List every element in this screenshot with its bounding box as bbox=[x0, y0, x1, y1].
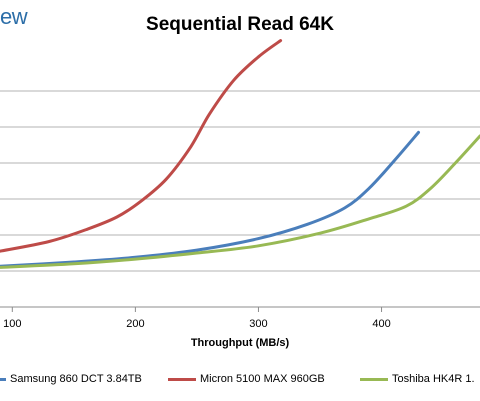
series-line-samsung bbox=[0, 130, 420, 268]
chart-legend: Samsung 860 DCT 3.84TB Micron 5100 MAX 9… bbox=[0, 373, 480, 389]
x-tick-label-100: 100 bbox=[3, 318, 21, 330]
x-tick-label-200: 200 bbox=[126, 318, 144, 330]
gridlines bbox=[0, 90, 480, 272]
legend-label-toshiba: Toshiba HK4R 1. bbox=[392, 373, 475, 385]
chart-title: Sequential Read 64K bbox=[146, 14, 334, 35]
legend-swatch-micron bbox=[168, 377, 196, 381]
x-axis-label: Throughput (MB/s) bbox=[190, 337, 290, 349]
series-lines bbox=[0, 39, 480, 269]
brand-logo-text: ew bbox=[0, 4, 28, 29]
legend-label-micron: Micron 5100 MAX 960GB bbox=[200, 373, 325, 385]
legend-label-samsung: Samsung 860 DCT 3.84TB bbox=[10, 373, 142, 385]
series-line-micron bbox=[0, 39, 283, 253]
legend-item-micron: Micron 5100 MAX 960GB bbox=[168, 373, 325, 385]
x-tick-label-300: 300 bbox=[249, 318, 267, 330]
legend-item-toshiba: Toshiba HK4R 1. bbox=[360, 373, 475, 385]
x-tick-label-400: 400 bbox=[372, 318, 390, 330]
x-tick-labels: 100 200 300 400 bbox=[3, 307, 391, 330]
series-line-toshiba bbox=[0, 134, 480, 269]
legend-swatch-samsung bbox=[0, 377, 6, 381]
legend-swatch-toshiba bbox=[360, 377, 388, 381]
legend-item-samsung: Samsung 860 DCT 3.84TB bbox=[0, 373, 142, 385]
